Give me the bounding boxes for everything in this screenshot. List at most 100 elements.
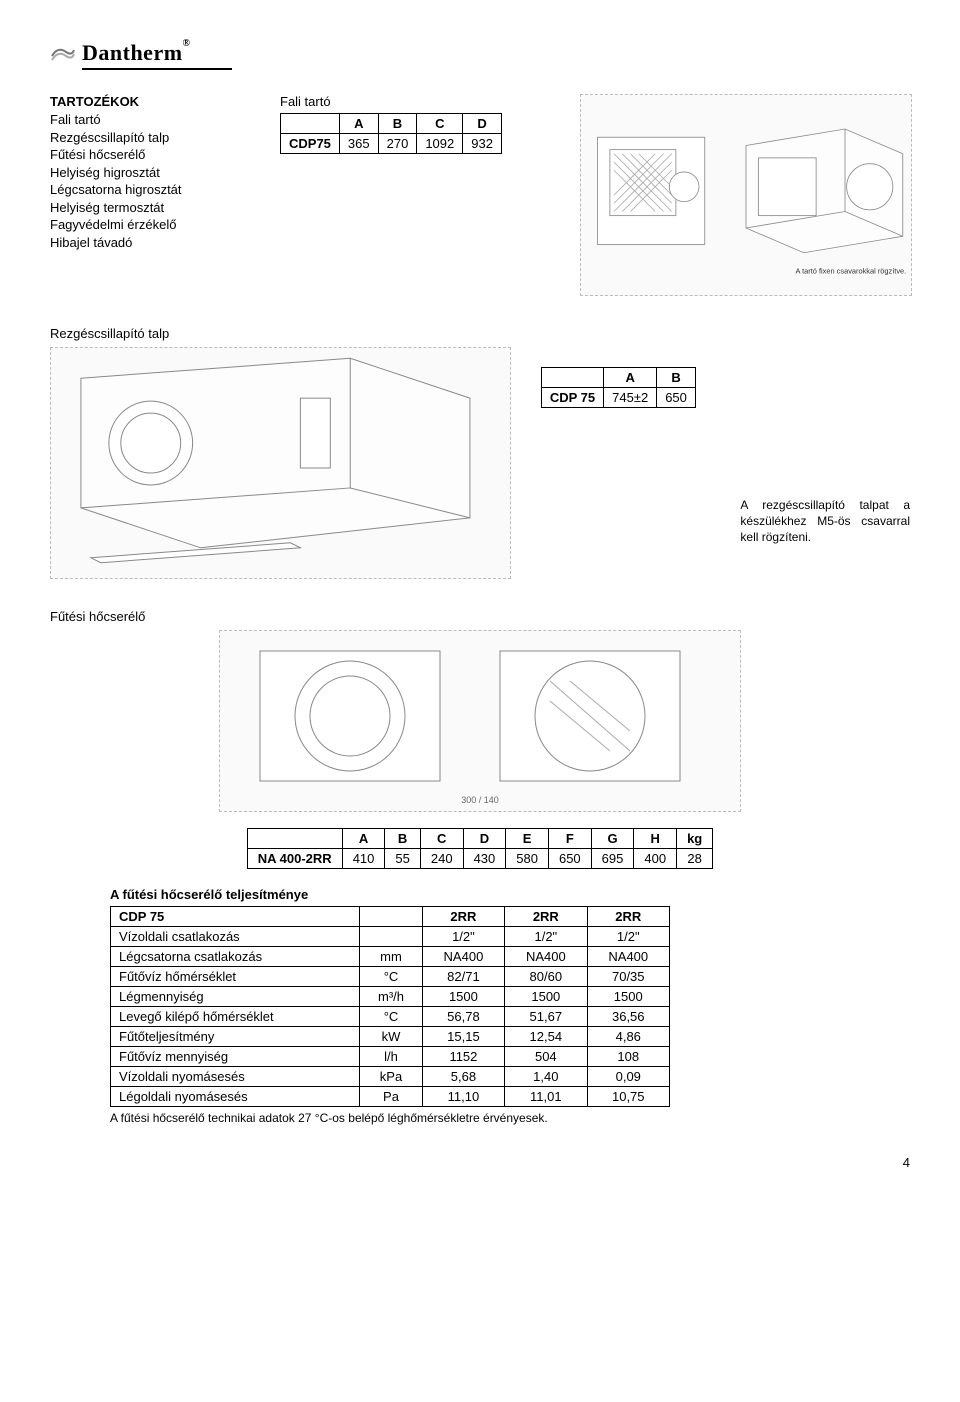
table-header: A <box>339 114 378 134</box>
table-cell: 932 <box>463 134 502 154</box>
perf-value: 56,78 <box>422 1007 504 1027</box>
table-row: Vízoldali nyomáseséskPa5,681,400,09 <box>111 1067 670 1087</box>
perf-value: 1152 <box>422 1047 504 1067</box>
accessory-item: Helyiség termosztát <box>50 199 240 217</box>
table-cell: 400 <box>634 849 677 869</box>
heating-coil-title: Fűtési hőcserélő <box>50 609 910 624</box>
table-cell: 55 <box>385 849 420 869</box>
perf-unit: °C <box>360 1007 422 1027</box>
perf-value: 80/60 <box>505 967 587 987</box>
perf-label: Légmennyiség <box>111 987 360 1007</box>
table-cell: 28 <box>677 849 713 869</box>
diagram-caption: A tartó fixen csavarokkal rögzítve. <box>796 266 907 275</box>
accessory-item: Fűtési hőcserélő <box>50 146 240 164</box>
perf-unit: kW <box>360 1027 422 1047</box>
table-cell: 695 <box>591 849 634 869</box>
table-header: B <box>378 114 417 134</box>
perf-value: 1500 <box>422 987 504 1007</box>
vibration-damper-diagram <box>50 347 511 579</box>
table-header: D <box>463 829 506 849</box>
accessories-title: TARTOZÉKOK <box>50 94 240 109</box>
perf-unit: Pa <box>360 1087 422 1107</box>
heating-coil-diagram: 300 / 140 <box>219 630 741 812</box>
accessory-item: Fagyvédelmi érzékelő <box>50 216 240 234</box>
table-cell: 650 <box>548 849 591 869</box>
svg-text:300 / 140: 300 / 140 <box>461 795 499 805</box>
heating-coil-dims-table: ABCDEFGHkg NA 400-2RR4105524043058065069… <box>247 828 714 869</box>
table-header <box>281 114 340 134</box>
table-cell: 410 <box>342 849 385 869</box>
accessory-item: Légcsatorna higrosztát <box>50 181 240 199</box>
table-row: Légcsatorna csatlakozásmmNA400NA400NA400 <box>111 947 670 967</box>
wall-bracket-table: ABCD CDP753652701092932 <box>280 113 502 154</box>
table-cell: 745±2 <box>604 388 657 408</box>
table-cell: 240 <box>420 849 463 869</box>
perf-value: 108 <box>587 1047 669 1067</box>
perf-value: 1/2" <box>505 927 587 947</box>
perf-value: 51,67 <box>505 1007 587 1027</box>
table-row-header: CDP75 <box>281 134 340 154</box>
vibration-damper-table: AB CDP 75745±2650 <box>541 367 696 408</box>
table-header: A <box>604 368 657 388</box>
accessory-item: Helyiség higrosztát <box>50 164 240 182</box>
table-row: Légoldali nyomásesésPa11,1011,0110,75 <box>111 1087 670 1107</box>
perf-value: 1,40 <box>505 1067 587 1087</box>
table-header: D <box>463 114 502 134</box>
perf-value: 1500 <box>505 987 587 1007</box>
table-header: F <box>548 829 591 849</box>
brand-name: Dantherm® <box>82 40 191 65</box>
table-header: C <box>417 114 463 134</box>
perf-value: NA400 <box>422 947 504 967</box>
table-cell: 580 <box>506 849 549 869</box>
perf-label: Légcsatorna csatlakozás <box>111 947 360 967</box>
perf-value: 82/71 <box>422 967 504 987</box>
table-header <box>541 368 603 388</box>
perf-value: 5,68 <box>422 1067 504 1087</box>
accessory-item: Hibajel távadó <box>50 234 240 252</box>
wall-bracket-title: Fali tartó <box>280 94 540 109</box>
table-header: G <box>591 829 634 849</box>
table-cell: 430 <box>463 849 506 869</box>
accessory-item: Rezgéscsillapító talp <box>50 129 240 147</box>
perf-unit: m³/h <box>360 987 422 1007</box>
perf-unit: °C <box>360 967 422 987</box>
logo-underline <box>82 68 232 70</box>
table-row: Légmennyiségm³/h150015001500 <box>111 987 670 1007</box>
perf-unit: mm <box>360 947 422 967</box>
brand-logo: Dantherm® <box>50 40 910 70</box>
perf-value: 11,01 <box>505 1087 587 1107</box>
vibration-damper-title: Rezgéscsillapító talp <box>50 326 910 341</box>
table-row-header: CDP 75 <box>541 388 603 408</box>
table-header: B <box>657 368 696 388</box>
wall-bracket-block: Fali tartó ABCD CDP753652701092932 <box>280 94 540 296</box>
table-row: Fűtővíz hőmérséklet°C82/7180/6070/35 <box>111 967 670 987</box>
perf-value: 11,10 <box>422 1087 504 1107</box>
table-cell: 650 <box>657 388 696 408</box>
perf-value: 15,15 <box>422 1027 504 1047</box>
table-cell: 270 <box>378 134 417 154</box>
table-row: Vízoldali csatlakozás1/2"1/2"1/2" <box>111 927 670 947</box>
perf-value: 12,54 <box>505 1027 587 1047</box>
perf-label: Fűtővíz mennyiség <box>111 1047 360 1067</box>
performance-title: A fűtési hőcserélő teljesítménye <box>110 887 910 902</box>
table-header: 2RR <box>422 907 504 927</box>
perf-label: Levegő kilépő hőmérséklet <box>111 1007 360 1027</box>
table-header: A <box>342 829 385 849</box>
table-header <box>247 829 342 849</box>
perf-value: NA400 <box>587 947 669 967</box>
wall-bracket-diagram: A tartó fixen csavarokkal rögzítve. <box>580 94 912 296</box>
perf-label: Fűtővíz hőmérséklet <box>111 967 360 987</box>
table-header: 2RR <box>505 907 587 927</box>
perf-label: Vízoldali nyomásesés <box>111 1067 360 1087</box>
table-header: H <box>634 829 677 849</box>
performance-note: A fűtési hőcserélő technikai adatok 27 °… <box>110 1111 910 1125</box>
table-header: CDP 75 <box>111 907 360 927</box>
performance-table: CDP 752RR2RR2RR Vízoldali csatlakozás1/2… <box>110 906 670 1107</box>
table-row: Levegő kilépő hőmérséklet°C56,7851,6736,… <box>111 1007 670 1027</box>
perf-label: Légoldali nyomásesés <box>111 1087 360 1107</box>
table-row: Fűtővíz mennyiségl/h1152504108 <box>111 1047 670 1067</box>
perf-unit: l/h <box>360 1047 422 1067</box>
perf-value: 36,56 <box>587 1007 669 1027</box>
page-number: 4 <box>50 1155 910 1170</box>
perf-value: 1/2" <box>587 927 669 947</box>
